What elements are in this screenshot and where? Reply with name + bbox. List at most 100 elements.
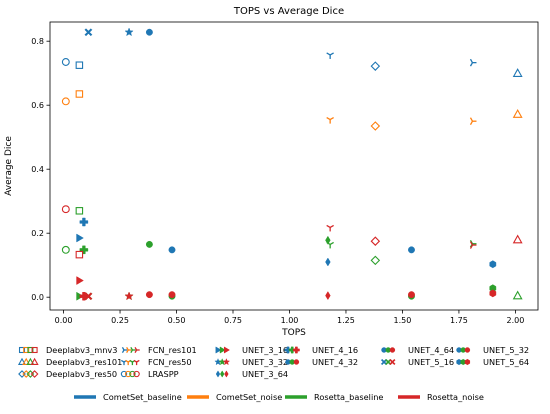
x-tick-label: 0.50 [168,316,186,325]
legend-entry-fcn-res50: FCN_res50 [120,357,192,367]
point-rosetta-noise-unet-5-64 [489,289,497,298]
point-rosetta-baseline-deeplabv3-mnv3 [75,207,84,215]
legend-marker [23,346,30,354]
point-cometset-baseline-lraspp [61,58,70,66]
y-tick-label: 0.8 [31,37,44,46]
x-tick-label: 0.75 [224,316,242,325]
point-cometset-noise-fcn-res101 [469,117,477,126]
legend-marker [27,346,34,354]
legend-entry-cometset-noise: CometSet_noise [187,392,282,402]
legend-entry-unet-5-16: UNET_5_16 [380,357,454,367]
legend-marker [30,370,39,378]
legend-marker [215,370,221,378]
model-legend: Deeplabv3_mnv3 Deeplabv3_res101 Deeplabv3_… [17,345,529,379]
point-cometset-baseline-fcn-res50 [326,52,334,59]
legend-marker [464,347,471,353]
point-rosetta-baseline-unet-3-64 [325,235,331,245]
legend-marker [220,370,225,378]
legend-label: CometSet_noise [216,392,282,402]
legend-label: UNET_4_64 [408,345,454,355]
point-rosetta-baseline-unet-4-16 [79,245,89,255]
x-tick-label: 1.00 [281,316,299,325]
legend-label: Deeplabv3_mnv3 [46,345,117,355]
legend-label: Rosetta_baseline [314,392,383,402]
point-cometset-noise-deeplabv3-res50 [370,121,381,131]
chart-title: TOPS vs Average Dice [233,6,344,17]
legend-marker [389,358,396,366]
legend-label: Deeplabv3_res101 [46,357,122,367]
dataset-legend: CometSet_baseline CometSet_noise Rosetta_b… [74,392,484,402]
legend-marker [133,359,140,366]
point-cometset-baseline-deeplabv3-res101 [512,68,523,77]
legend-marker [222,358,231,366]
point-rosetta-baseline-deeplabv3-res101 [512,290,523,300]
data-points [61,27,523,301]
legend-marker [134,346,140,354]
legend-label: FCN_res50 [148,357,192,367]
legend-label: Deeplabv3_res50 [46,369,117,379]
legend-label: UNET_3_64 [242,369,288,379]
point-rosetta-noise-fcn-res50 [326,224,334,232]
legend-entry-unet-4-16: UNET_4_16 [284,345,358,355]
legend-marker [464,358,471,366]
point-rosetta-noise-unet-5-32 [168,291,176,299]
x-tick-label: 1.50 [394,316,412,325]
legend-entry-cometset-baseline: CometSet_baseline [74,392,182,402]
y-tick-label: 0.4 [31,165,44,174]
point-rosetta-noise-unet-4-16 [79,291,89,301]
point-cometset-baseline-unet-3-32 [124,27,134,37]
legend-marker [26,370,35,378]
legend-entry-unet-3-32: UNET_3_32 [214,357,288,367]
legend-marker [125,370,132,378]
legend-entry-deeplabv3-res101: Deeplabv3_res101 [17,357,122,367]
point-rosetta-baseline-unet-4-32 [145,240,153,248]
legend-label: UNET_5_32 [483,345,529,355]
legend-marker [18,346,26,354]
x-tick-label: 1.75 [450,316,468,325]
y-tick-label: 0.0 [31,293,44,302]
point-rosetta-noise-unet-3-32 [124,291,134,301]
legend-label: UNET_4_16 [312,345,358,355]
point-cometset-noise-lraspp [61,97,70,106]
legend-entry-unet-3-16: UNET_3_16 [215,345,288,355]
legend-entry-rosetta-baseline: Rosetta_baseline [285,392,383,402]
legend-marker [223,346,230,354]
point-cometset-baseline-unet-4-64 [408,246,415,254]
point-cometset-baseline-unet-4-32 [145,28,153,36]
point-rosetta-baseline-deeplabv3-res50 [370,255,381,266]
legend-label: UNET_5_64 [483,357,529,367]
point-rosetta-noise-unet-5-16 [84,292,93,301]
legend-marker [18,370,26,378]
legend-marker [215,346,222,354]
legend-entry-unet-3-64: UNET_3_64 [215,369,288,379]
point-cometset-baseline-unet-3-16 [76,233,84,243]
point-rosetta-noise-fcn-res101 [469,241,477,249]
legend-label: Rosetta_noise [427,392,484,402]
point-rosetta-noise-deeplabv3-res50 [370,236,381,246]
point-rosetta-noise-lraspp [61,205,70,214]
x-tick-label: 0.25 [111,316,129,325]
legend-label: UNET_4_32 [312,357,358,367]
x-tick-label: 1.25 [337,316,355,325]
legend-marker [130,346,136,354]
legend-marker [293,359,300,365]
point-cometset-baseline-deeplabv3-mnv3 [75,61,84,69]
x-tick-label: 2.00 [507,316,525,325]
point-rosetta-baseline-lraspp [61,245,70,254]
point-rosetta-noise-deeplabv3-res101 [512,234,523,244]
legend-label: UNET_5_16 [408,357,454,367]
y-tick-label: 0.6 [31,101,44,110]
legend-entry-unet-4-64: UNET_4_64 [381,345,454,355]
x-tick-label: 0.00 [55,316,73,325]
x-axis-label: TOPS [281,328,306,338]
legend-entry-deeplabv3-res50: Deeplabv3_res50 [18,369,117,379]
point-rosetta-noise-unet-3-16 [76,276,84,285]
y-axis-label: Average Dice [4,136,14,196]
y-axis: 0.0 0.2 0.4 0.6 0.8 [31,37,50,302]
legend-marker [224,370,229,378]
point-cometset-noise-fcn-res50 [326,117,334,124]
point-cometset-baseline-deeplabv3-res50 [370,61,381,71]
point-rosetta-noise-unet-4-32 [145,291,153,299]
x-axis: 0.00 0.25 0.50 0.75 1.00 1.25 1.50 1.75 2.00 [55,310,525,325]
legend-entry-unet-4-32: UNET_4_32 [285,357,358,367]
